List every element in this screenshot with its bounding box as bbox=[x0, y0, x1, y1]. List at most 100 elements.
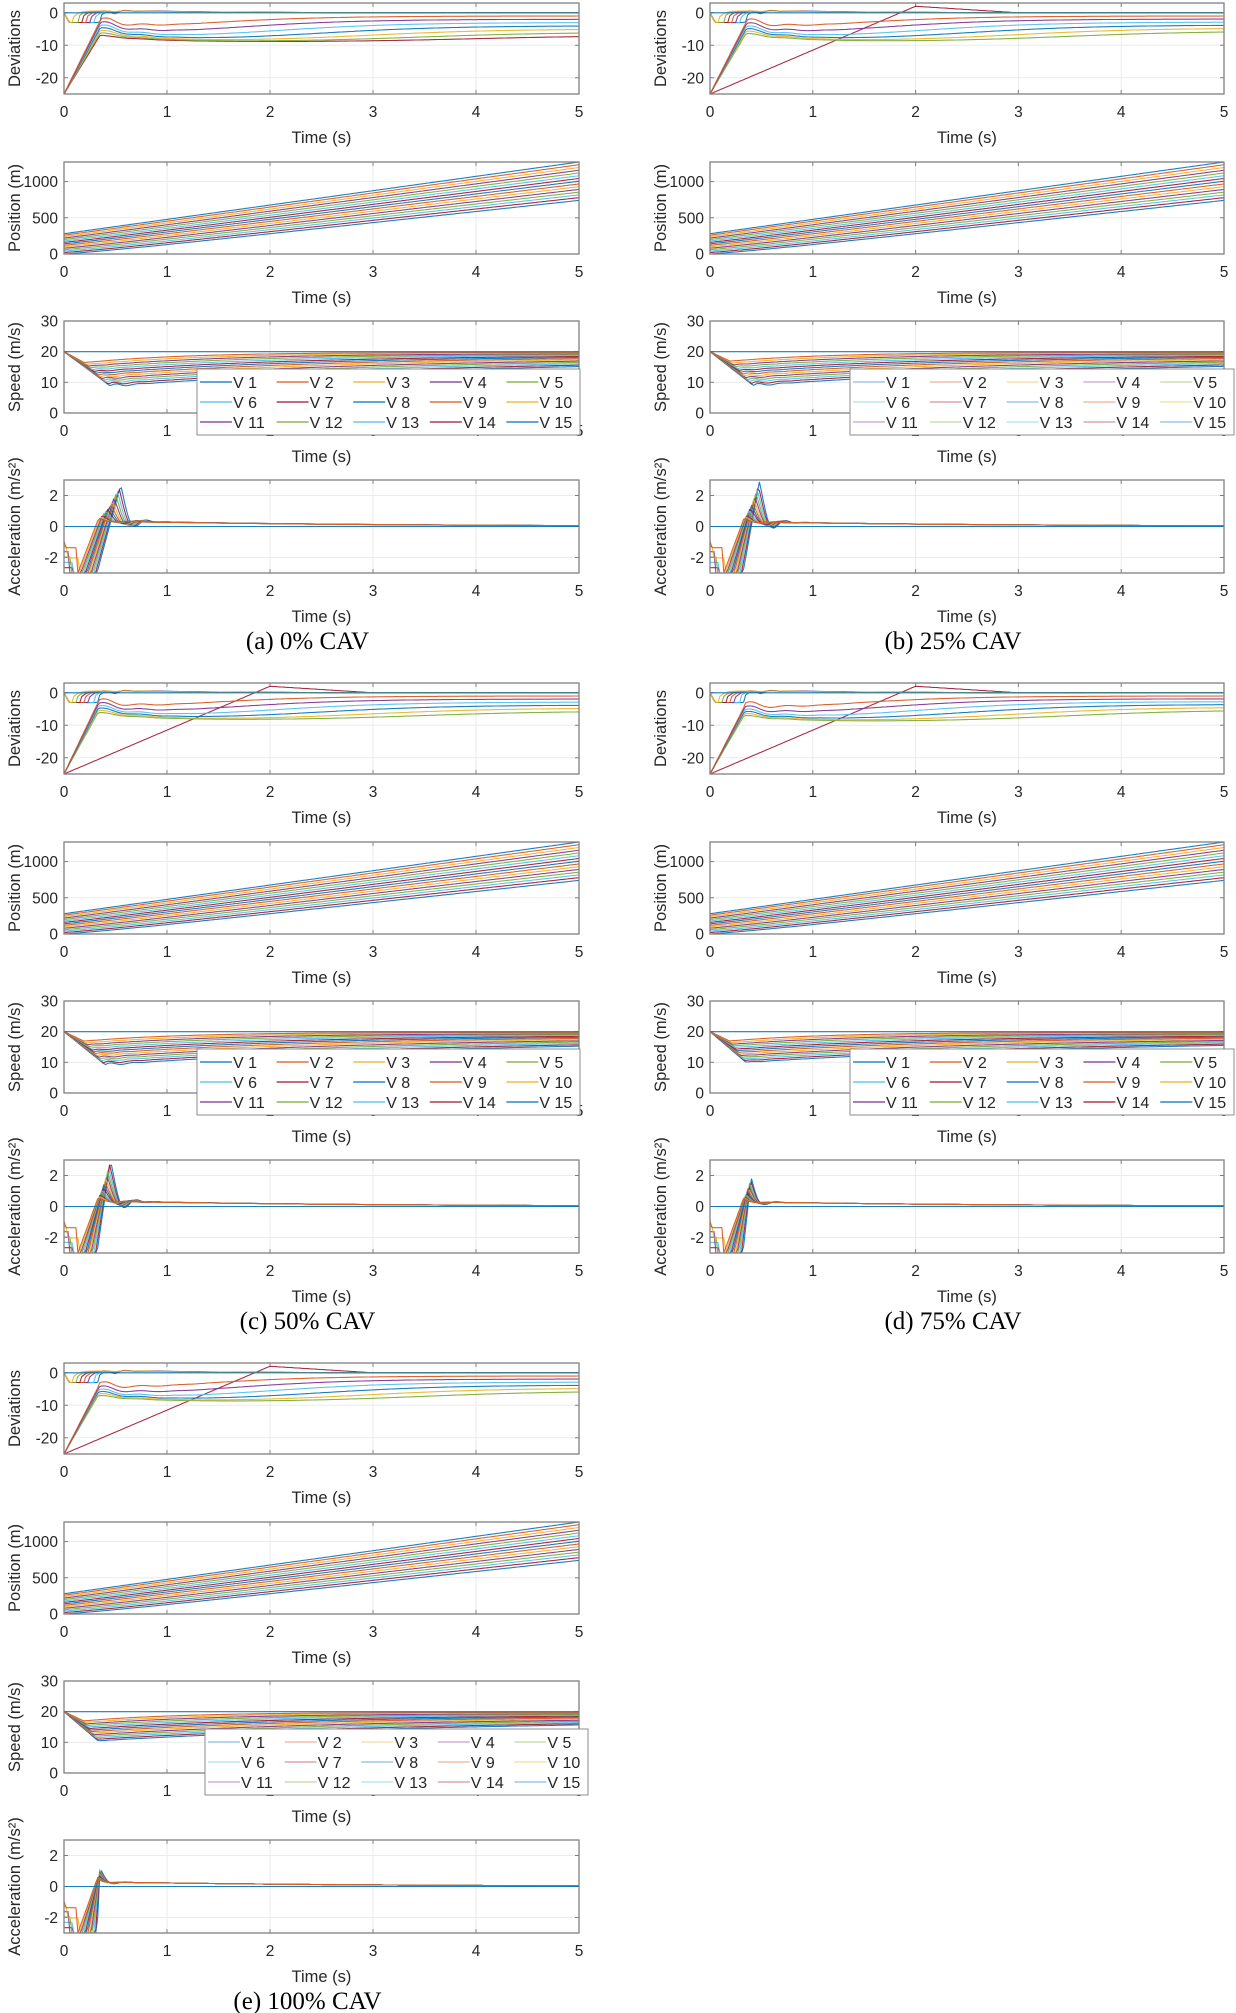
series-line-v2 bbox=[710, 518, 1224, 573]
series-line-v10 bbox=[64, 1388, 579, 1454]
axes-box bbox=[709, 161, 1225, 255]
y-tick-label: -2 bbox=[44, 550, 58, 567]
y-tick-label: 0 bbox=[49, 1766, 58, 1783]
legend-box bbox=[204, 1728, 589, 1796]
series-line-v5 bbox=[64, 1532, 579, 1601]
x-tick-label: 1 bbox=[163, 1263, 172, 1280]
y-tick-label: 0 bbox=[695, 927, 704, 944]
series-line-v2 bbox=[710, 351, 1224, 362]
series-line-v7 bbox=[64, 351, 579, 372]
legend-entry: V 4 bbox=[1116, 1055, 1140, 1072]
y-tick-label: -10 bbox=[36, 718, 59, 735]
y-axis-label: Acceleration (m/s²) bbox=[652, 1137, 670, 1275]
series-line-v8 bbox=[64, 1031, 579, 1053]
subfigure-caption: (d) 75% CAV bbox=[884, 1308, 1021, 1335]
series-line-v12 bbox=[64, 871, 579, 931]
x-tick-label: 1 bbox=[163, 1783, 172, 1800]
x-tick-label: 3 bbox=[1014, 264, 1023, 281]
series-line-v13 bbox=[64, 874, 579, 932]
x-axis-label: Time (s) bbox=[292, 1649, 352, 1667]
legend-entry: V 11 bbox=[886, 1095, 918, 1112]
series-line-v4 bbox=[710, 18, 1224, 94]
series-line-v2 bbox=[710, 1031, 1224, 1042]
deviations-plot: 0 1 2 3 4 5 -20 -10 0 Time (s) Deviations bbox=[6, 1362, 583, 1507]
y-tick-label: 0 bbox=[49, 927, 58, 944]
x-axis-label: Time (s) bbox=[937, 1128, 997, 1146]
legend-entry: V 7 bbox=[318, 1755, 342, 1772]
x-tick-label: 4 bbox=[472, 1464, 481, 1481]
y-tick-label: 2 bbox=[49, 1168, 58, 1185]
subfigure-caption: (a) 0% CAV bbox=[246, 628, 369, 655]
y-axis-label: Position (m) bbox=[652, 164, 670, 252]
x-axis-label: Time (s) bbox=[937, 608, 997, 626]
series-line-v2 bbox=[64, 1711, 579, 1722]
axes-box bbox=[709, 2, 1225, 95]
x-tick-label: 4 bbox=[472, 583, 481, 600]
series-line-v8 bbox=[64, 25, 579, 94]
y-tick-label: 0 bbox=[49, 406, 58, 423]
series-line-v8 bbox=[710, 860, 1224, 925]
y-tick-label: 20 bbox=[41, 1704, 59, 1721]
x-tick-label: 0 bbox=[60, 583, 69, 600]
series-line-v6 bbox=[710, 21, 1224, 94]
series-line-v9 bbox=[710, 1031, 1224, 1053]
x-tick-label: 5 bbox=[575, 583, 584, 600]
x-tick-label: 3 bbox=[369, 1943, 378, 1960]
series-line-v12 bbox=[710, 710, 1224, 774]
series-line-v3 bbox=[710, 166, 1224, 238]
legend-entry: V 3 bbox=[386, 375, 410, 392]
series-line-v12 bbox=[64, 32, 579, 94]
legend-entry: V 6 bbox=[233, 395, 257, 412]
legend-entry: V 5 bbox=[1193, 375, 1217, 392]
series-line-v1 bbox=[64, 842, 579, 915]
y-axis-label: Acceleration (m/s²) bbox=[6, 1137, 24, 1275]
series-line-v15 bbox=[64, 199, 579, 254]
x-tick-label: 1 bbox=[808, 784, 817, 801]
series-line-v14 bbox=[64, 877, 579, 934]
series-line-v9 bbox=[64, 1031, 579, 1055]
series-line-v4 bbox=[64, 351, 579, 367]
x-tick-label: 1 bbox=[163, 423, 172, 440]
x-tick-label: 1 bbox=[808, 1263, 817, 1280]
legend-entry: V 10 bbox=[1193, 395, 1226, 412]
series-line-v12 bbox=[64, 1391, 579, 1454]
series-line-v8 bbox=[710, 24, 1224, 94]
series-line-v9 bbox=[710, 863, 1224, 926]
legend-entry: V 9 bbox=[463, 1075, 487, 1092]
x-tick-label: 4 bbox=[1117, 1263, 1126, 1280]
y-tick-label: 0 bbox=[49, 1879, 58, 1896]
series-group bbox=[64, 1164, 579, 1253]
plot-area bbox=[710, 162, 1224, 254]
y-axis-label: Deviations bbox=[6, 10, 24, 87]
series-line-v2 bbox=[64, 351, 579, 364]
x-tick-label: 0 bbox=[60, 1464, 69, 1481]
series-line-v13 bbox=[64, 1711, 579, 1739]
series-line-v13 bbox=[710, 194, 1224, 252]
axes-box bbox=[63, 161, 580, 255]
series-line-v2 bbox=[64, 1031, 579, 1042]
series-line-v10 bbox=[64, 1546, 579, 1608]
speed-plot: 0123450102030Time (s)Speed (m/s)V 1V 2V … bbox=[6, 994, 583, 1147]
deviations-plot: 0 1 2 3 4 5 -20 -10 0 Time (s) Deviations bbox=[652, 2, 1228, 147]
legend-entry: V 3 bbox=[1040, 375, 1064, 392]
position-plot: 0 1 2 3 4 5 0 500 1000 Time (s) Position (m) bbox=[6, 1521, 583, 1667]
legend-entry: V 11 bbox=[233, 1095, 265, 1112]
y-tick-label: 30 bbox=[687, 314, 705, 331]
legend-entry: V 6 bbox=[233, 1075, 257, 1092]
x-tick-label: 2 bbox=[266, 944, 275, 961]
series-line-v6 bbox=[710, 701, 1224, 774]
series-line-v2 bbox=[64, 1524, 579, 1596]
series-line-v4 bbox=[710, 1031, 1224, 1045]
series-line-v2 bbox=[710, 695, 1224, 774]
x-tick-label: 1 bbox=[163, 1624, 172, 1641]
y-tick-label: 0 bbox=[49, 1607, 58, 1624]
series-line-v8 bbox=[710, 1031, 1224, 1052]
legend-box bbox=[849, 368, 1235, 436]
legend: V 1 V 2 V 3 V 4 V 5 V 6 V 7 V 8 V 9 V 10 V 11 V 12 V… bbox=[196, 368, 581, 436]
series-line-v15 bbox=[64, 1559, 579, 1614]
series-line-v3 bbox=[710, 846, 1224, 918]
